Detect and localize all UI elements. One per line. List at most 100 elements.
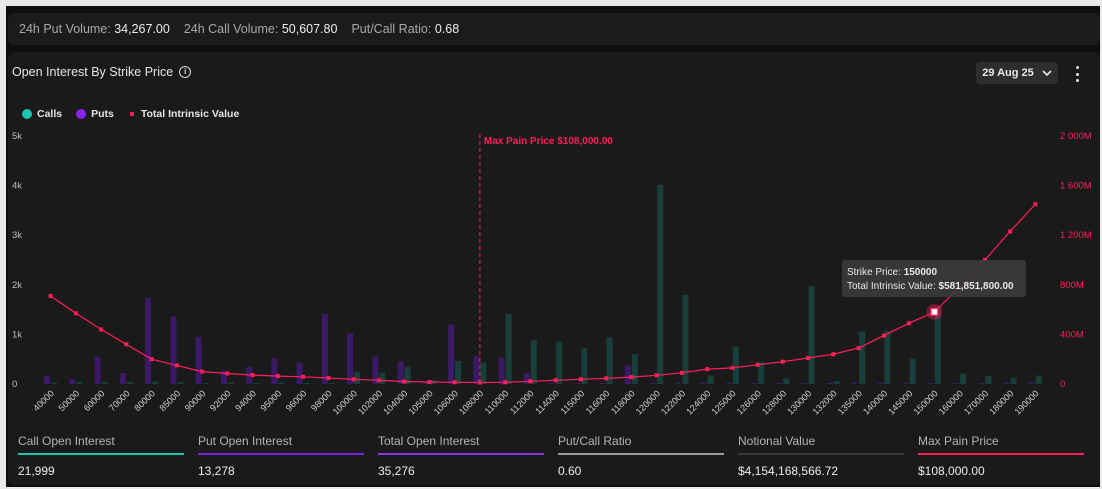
x-tick-label: 80000 [132,388,157,413]
tiv-point [452,380,457,385]
call-bar [859,331,866,384]
put-bar [94,356,101,384]
legend-tiv-swatch [129,112,134,116]
legend-tiv-label: Total Intrinsic Value [140,108,240,120]
call-bar [1035,375,1042,384]
put-bar [599,383,606,384]
put-bar [927,383,934,384]
stat-underline [378,453,544,455]
x-tick-label: 135000 [836,388,864,416]
expiry-date-select[interactable]: 29 Aug 25 [976,62,1058,84]
stat-label: Put Open Interest [198,434,293,448]
stat-put-open-interest: Put Open Interest 13,278 [198,434,364,478]
x-tick-label: 118000 [609,388,637,416]
put-bar [826,383,833,384]
call-bar [177,382,184,384]
tiv-point [73,311,78,316]
tooltip-highlight-point [930,307,939,317]
tiv-point [200,369,205,374]
y-right-tick-label: 1 200M [1060,230,1092,241]
tiv-point [679,370,684,375]
call-bar [253,383,260,384]
put-bar [44,375,51,384]
put-volume-stat: 24h Put Volume: 34,267.00 [19,22,170,36]
tiv-point [907,321,912,326]
open-interest-chart: 0 1k 2k 3k 4k 5k 0 400M 800M 1 200M 1 600M 2 000M Ma… [12,131,1092,417]
stat-label: Call Open Interest [18,434,115,448]
tiv-point [250,373,255,378]
put-bar [372,356,379,384]
x-tick-label: 124000 [684,388,712,416]
x-tick-label: 122000 [659,388,687,416]
put-bar [69,379,76,384]
x-tick-label: 145000 [886,388,914,416]
call-bar [227,382,234,384]
call-bar [455,360,462,384]
y-left-tick-label: 4k [12,181,22,192]
put-bar [523,373,530,384]
put-bar [321,314,328,384]
x-tick-label: 120000 [634,388,662,416]
call-bar [606,337,613,384]
open-interest-panel: Open Interest By Strike Price i 29 Aug 2… [8,52,1100,485]
put-bar [725,383,732,384]
put-bar [549,383,556,384]
tiv-point [755,362,760,367]
call-volume-stat: 24h Call Volume: 50,607.80 [183,22,338,36]
legend-calls[interactable]: Calls [22,108,62,120]
kebab-menu-icon[interactable] [1071,64,1083,84]
put-call-ratio-stat: Put/Call Ratio: 0.68 [351,22,460,36]
panel-title: Open Interest By Strike Price i [12,65,192,79]
stat-value: 21,999 [18,464,55,478]
call-bar [379,372,386,384]
tiv-point [1033,202,1038,207]
x-tick-label: 92000 [208,388,233,413]
tooltip-value: Total Intrinsic Value: $581,851,800.00 [847,281,1014,292]
put-bar [220,370,227,384]
tiv-point [806,355,811,360]
x-tick-label: 70000 [107,388,132,413]
stat-label: Notional Value [738,434,816,448]
legend-puts[interactable]: Puts [76,108,114,120]
call-bar [202,383,209,384]
x-tick-label: 96000 [284,388,309,413]
call-bar [732,346,739,384]
x-tick-label: 150000 [911,388,939,416]
stats-row: Call Open Interest 21,999 Put Open Intere… [18,434,1098,480]
y-left-tick-label: 0 [12,379,17,390]
tiv-point [149,357,154,362]
info-icon[interactable]: i [179,66,192,78]
tiv-point [856,346,861,351]
call-bar [707,375,714,384]
put-bar [700,383,707,384]
legend-calls-swatch [22,109,32,119]
put-bar [1028,383,1035,384]
call-bar [833,381,840,384]
put-bar [397,361,404,384]
put-bar [1003,383,1010,384]
stat-underline [198,453,364,455]
tiv-point [275,374,280,379]
stat-value: $108,000.00 [918,464,985,478]
tooltip-strike: Strike Price: 150000 [847,267,937,278]
tiv-point [528,379,533,384]
call-bar [51,382,58,384]
x-tick-label: 126000 [735,388,763,416]
max-pain-label: Max Pain Price $108,000.00 [484,136,613,147]
put-bar [347,333,354,384]
x-tick-label: 116000 [584,388,612,416]
tiv-point [1008,229,1013,234]
put-bar [498,357,505,384]
x-tick-label: 132000 [810,388,838,416]
y-right-tick-label: 800M [1060,280,1084,291]
put-bar [776,383,783,384]
tiv-point [604,376,609,381]
call-bar [1010,378,1017,384]
put-bar [170,316,177,384]
x-tick-label: 105000 [406,388,434,416]
tiv-point [705,367,710,372]
stat-underline [558,453,724,455]
tiv-point [881,333,886,338]
y-left-tick-label: 3k [12,230,22,241]
legend-total-intrinsic-value[interactable]: Total Intrinsic Value [128,108,239,120]
